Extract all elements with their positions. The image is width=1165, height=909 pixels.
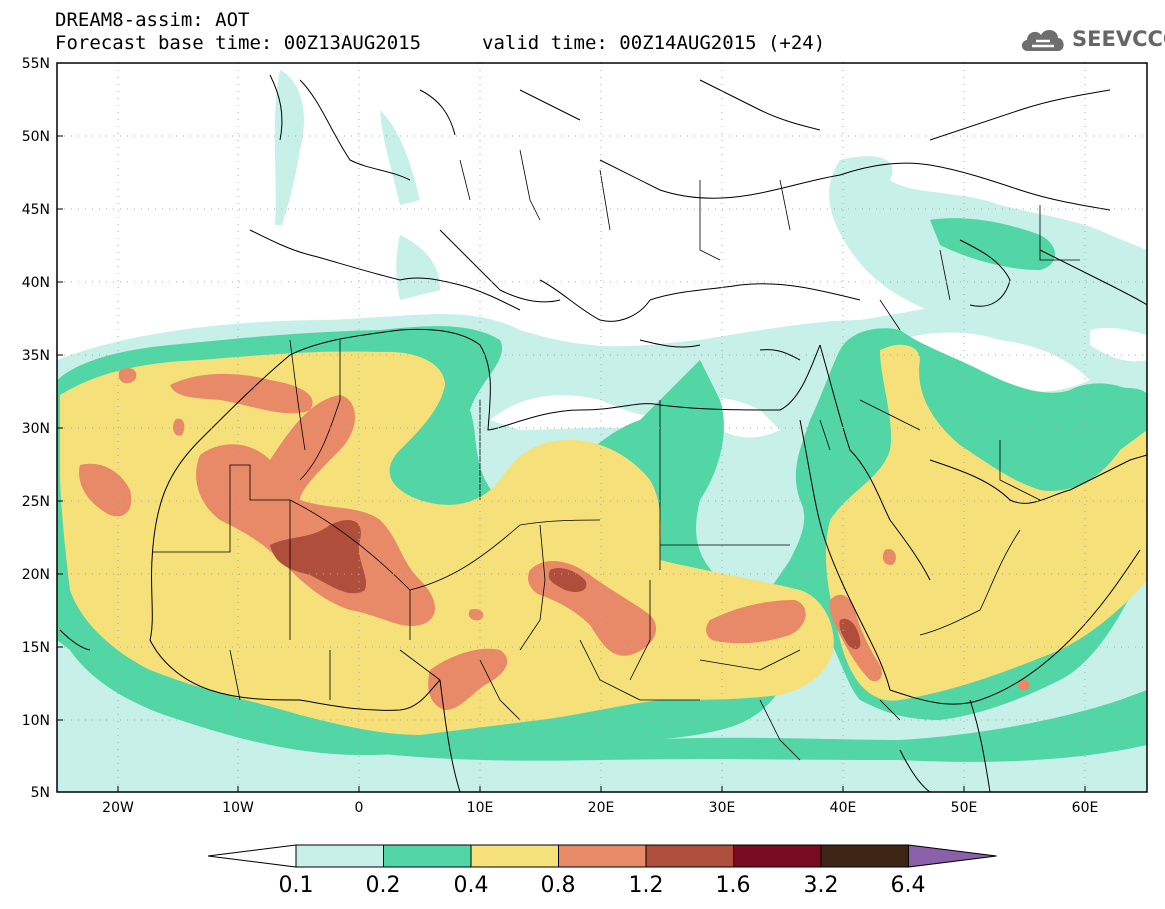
lat-label: 25N — [22, 494, 50, 510]
lat-label: 30N — [22, 421, 50, 437]
colorbar-label: 1.6 — [716, 873, 751, 898]
aot-level-1.2 — [270, 520, 861, 650]
colorbar-max-arrow — [908, 844, 997, 868]
colorbar-cells — [207, 844, 997, 868]
logo-text: SEEVCCC — [1072, 27, 1165, 51]
lat-label: 50N — [22, 129, 50, 145]
graticule — [57, 63, 1147, 792]
lat-label: 45N — [22, 202, 50, 218]
colorbar-labels: 0.1 0.2 0.4 0.8 1.2 1.6 3.2 6.4 — [279, 873, 926, 898]
lon-label: 40E — [830, 800, 857, 816]
seevccc-logo: SEEVCCC — [1018, 23, 1165, 55]
colorbar-label: 3.2 — [804, 873, 839, 898]
lat-labels: 55N 50N 45N 40N 35N 30N 25N 20N 15N 10N … — [22, 56, 50, 801]
lon-label: 60E — [1072, 800, 1099, 816]
colorbar-label: 0.4 — [454, 873, 489, 898]
colorbar-label: 0.1 — [279, 873, 314, 898]
lat-label: 5N — [31, 785, 50, 801]
lon-label: 10E — [467, 800, 494, 816]
lon-label: 20W — [102, 800, 134, 816]
lat-label: 40N — [22, 275, 50, 291]
lon-label: 50E — [951, 800, 978, 816]
colorbar-label: 0.2 — [366, 873, 401, 898]
lon-label: 0 — [355, 800, 364, 816]
lat-label: 55N — [22, 56, 50, 72]
axis-ticks — [57, 62, 1086, 792]
forecast-base-time: Forecast base time: 00Z13AUG2015 — [55, 32, 422, 54]
lat-label: 20N — [22, 567, 50, 583]
lat-label: 15N — [22, 640, 50, 656]
colorbar: 0.1 0.2 0.4 0.8 1.2 1.6 3.2 6.4 — [207, 844, 997, 898]
coastlines — [59, 74, 1147, 792]
colorbar-min-arrow — [207, 844, 297, 868]
colorbar-cell — [558, 844, 647, 868]
map-title: DREAM8-assim: AOT — [55, 9, 250, 31]
lat-label: 35N — [22, 348, 50, 364]
valid-time: valid time: 00Z14AUG2015 (+24) — [482, 32, 826, 54]
lon-labels: 20W 10W 0 10E 20E 30E 40E 50E 60E — [102, 800, 1098, 816]
colorbar-cell — [470, 844, 559, 868]
lon-label: 20E — [588, 800, 615, 816]
cloud-icon — [1021, 29, 1064, 51]
colorbar-cell — [295, 844, 384, 868]
aot-contours — [57, 70, 1147, 792]
colorbar-label: 0.8 — [541, 873, 576, 898]
lon-label: 30E — [709, 800, 736, 816]
lat-label: 10N — [22, 713, 50, 729]
colorbar-cell — [383, 844, 472, 868]
country-borders — [152, 149, 1080, 761]
colorbar-cell — [733, 844, 822, 868]
colorbar-cell — [820, 844, 909, 868]
colorbar-cell — [645, 844, 734, 868]
colorbar-label: 1.2 — [629, 873, 664, 898]
lon-label: 10W — [222, 800, 254, 816]
colorbar-label: 6.4 — [891, 873, 926, 898]
